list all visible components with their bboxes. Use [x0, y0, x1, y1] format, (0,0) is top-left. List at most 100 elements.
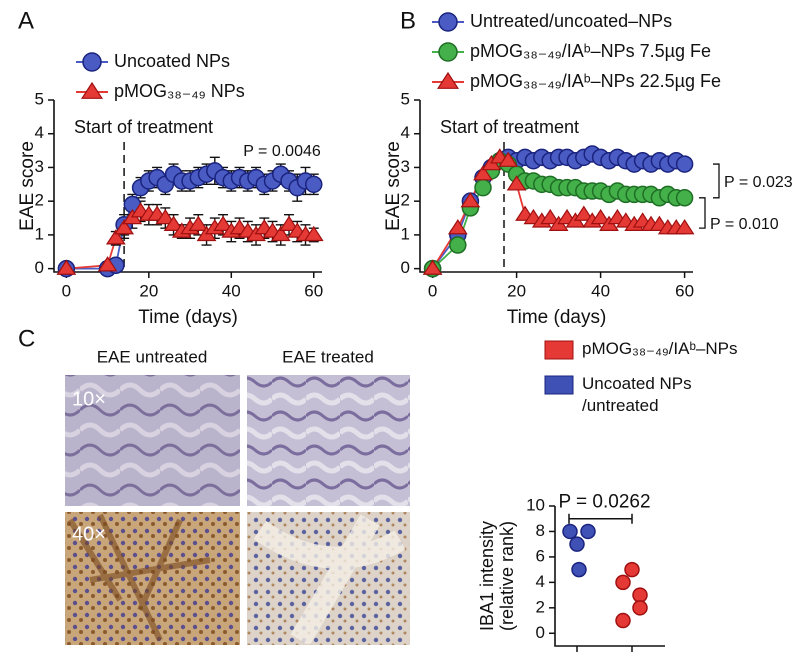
y-tick-label: 0 [35, 258, 44, 277]
marker [498, 151, 519, 167]
legend-label: Uncoated NPs [114, 51, 230, 71]
legend-marker [80, 81, 104, 99]
marker [114, 219, 134, 235]
marker [270, 225, 291, 242]
legend-label: Uncoated NPs /untreated [582, 374, 692, 415]
marker [303, 225, 324, 242]
x-tick-label: 40 [222, 281, 241, 300]
x-axis-label: Time (days) [138, 307, 238, 328]
marker [213, 215, 233, 231]
y-tick-label: 8 [536, 521, 545, 540]
y-axis-label: EAE score [17, 141, 38, 231]
marker [449, 236, 467, 254]
marker [632, 600, 648, 616]
panel-label: A [18, 7, 34, 34]
p-bracket [568, 513, 633, 524]
row-label: 10× [72, 388, 106, 410]
y-tick-label: 5 [35, 89, 44, 108]
axis-line [419, 100, 693, 273]
marker [56, 259, 77, 275]
panel-label: C [18, 325, 35, 352]
marker [506, 175, 527, 191]
marker [474, 178, 492, 197]
marker [580, 523, 596, 540]
marker [105, 229, 126, 245]
p-value: P = 0.010 [710, 216, 779, 233]
legend-swatch [544, 340, 574, 360]
micrograph [65, 375, 240, 506]
y-axis-label: EAE score [383, 141, 404, 231]
marker [674, 219, 695, 235]
marker [573, 205, 594, 221]
axis-line [554, 506, 665, 647]
micrographs: EAE untreated EAE treated 10× 40× [65, 347, 410, 646]
marker [97, 256, 118, 272]
marker [422, 259, 443, 275]
marker [569, 536, 585, 552]
annotation: Start of treatment [440, 117, 579, 137]
legend-swatch [544, 375, 574, 395]
legend-label: pMOG₃₈₋₄₉/IAᵇ–NPs 22.5µg Fe [470, 71, 721, 91]
y-tick-label: 2 [536, 597, 545, 616]
legend-marker [436, 71, 460, 89]
y-tick-label: 0 [401, 258, 410, 277]
marker [473, 165, 493, 181]
marker [675, 189, 694, 207]
legend-marker [82, 52, 102, 72]
annotation: Start of treatment [74, 117, 213, 137]
y-tick-label: 10 [526, 495, 545, 514]
legend-marker [438, 42, 458, 62]
y-tick-label: 1 [35, 224, 44, 243]
y-tick-label: 2 [35, 191, 44, 210]
y-tick-label: 3 [401, 157, 410, 176]
marker [624, 561, 640, 578]
marker [155, 208, 176, 225]
x-tick-label: 0 [428, 281, 437, 300]
legend-marker [438, 12, 458, 32]
x-tick-label: 20 [139, 281, 158, 300]
y-axis-label: IBA1 intensity [477, 521, 497, 631]
legend-label: Untreated/uncoated–NPs [470, 11, 672, 31]
x-axis-label: Time (days) [507, 307, 607, 328]
legend-label: pMOG₃₈₋₄₉/IAᵇ–NPs [582, 339, 738, 358]
marker [447, 219, 468, 235]
y-tick-label: 2 [401, 191, 410, 210]
y-axis-label: (relative rank) [497, 521, 517, 631]
marker [675, 155, 694, 173]
legend-label: pMOG₃₈₋₄₉/IAᵇ–NPs 7.5µg Fe [470, 41, 711, 61]
legend-label: pMOG₃₈₋₄₉ NPs [114, 81, 245, 101]
y-tick-label: 0 [536, 623, 545, 642]
p-bracket [699, 197, 706, 229]
y-tick-label: 4 [401, 123, 410, 142]
x-tick-label: 60 [675, 281, 694, 300]
marker [188, 215, 209, 231]
p-value: P = 0.0046 [243, 143, 321, 160]
marker [562, 523, 578, 540]
x-tick-label: 20 [507, 281, 526, 300]
y-tick-label: 1 [401, 224, 410, 243]
panel-label: B [400, 7, 416, 34]
y-tick-label: 6 [536, 546, 545, 565]
marker [163, 215, 184, 231]
column-header: EAE treated [282, 347, 374, 366]
marker [460, 192, 481, 208]
marker [615, 574, 631, 591]
y-tick-label: 5 [401, 89, 410, 108]
y-tick-label: 4 [536, 572, 545, 591]
y-tick-label: 4 [35, 123, 44, 142]
p-value: P = 0.023 [724, 174, 793, 191]
p-value: P = 0.0262 [558, 492, 650, 513]
column-header: EAE untreated [97, 347, 208, 366]
marker [279, 215, 299, 231]
micrograph [247, 375, 410, 506]
marker [615, 612, 631, 629]
marker [632, 587, 648, 603]
marker [571, 561, 587, 578]
marker [540, 208, 561, 225]
y-tick-label: 3 [35, 157, 44, 176]
marker [590, 208, 611, 225]
x-tick-label: 0 [62, 281, 71, 300]
x-tick-label: 40 [591, 281, 610, 300]
x-tick-label: 60 [304, 281, 323, 300]
